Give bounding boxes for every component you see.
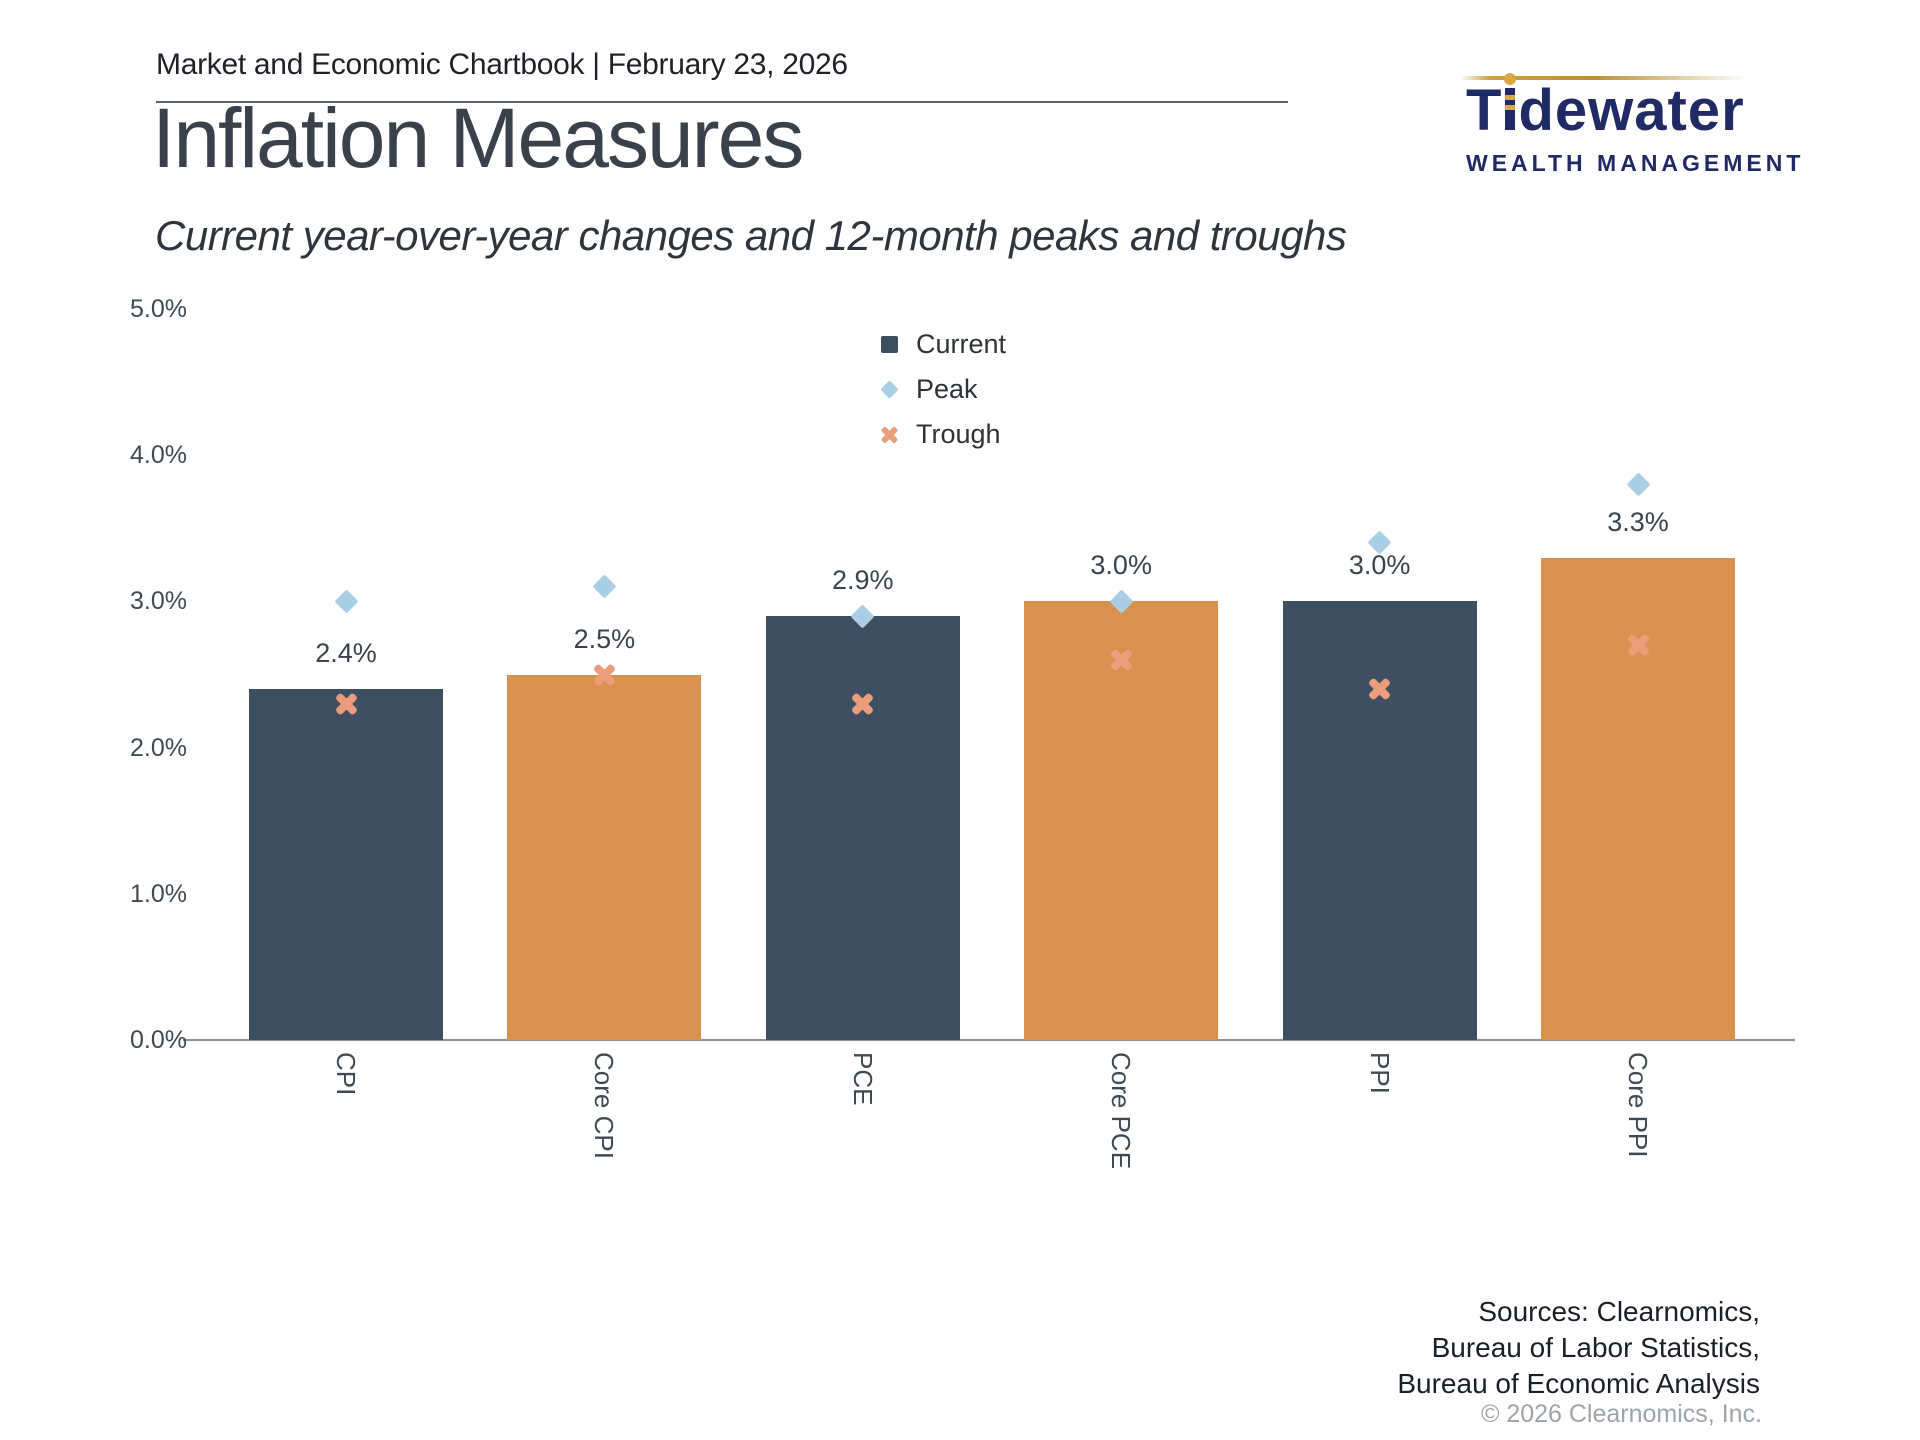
bar-value-label: 2.9% xyxy=(832,565,894,596)
lighthouse-icon xyxy=(1504,73,1517,130)
bar-pce xyxy=(765,616,960,1040)
category-label: CPI xyxy=(331,1052,361,1096)
page-subtitle: Current year-over-year changes and 12-mo… xyxy=(155,212,1347,259)
sources-line-2: Bureau of Labor Statistics, xyxy=(1431,1332,1760,1363)
copyright-text: © 2026 Clearnomics, Inc. xyxy=(1480,1400,1762,1428)
sources-text: Sources: Clearnomics, Bureau of Labor St… xyxy=(1397,1294,1760,1402)
category-label: Core CPI xyxy=(589,1052,620,1159)
peak-marker xyxy=(592,574,617,599)
legend-label-trough: Trough xyxy=(916,419,1001,449)
trough-marker xyxy=(851,692,875,716)
trough-marker xyxy=(1109,648,1133,672)
bar-value-label: 2.4% xyxy=(315,638,377,669)
logo-word-t: T xyxy=(1466,78,1503,143)
legend-label-current: Current xyxy=(916,329,1007,359)
bar-value-label: 3.3% xyxy=(1607,506,1669,537)
trough-marker xyxy=(592,663,616,687)
category-label: Core PCE xyxy=(1106,1052,1137,1170)
bar-core-cpi xyxy=(507,674,702,1040)
header-divider xyxy=(156,101,1288,103)
x-axis-line xyxy=(183,1039,1795,1041)
lighthouse-beam-icon xyxy=(1460,76,1760,80)
chartbook-header: Market and Economic Chartbook | February… xyxy=(156,48,848,81)
y-axis-tick-label: 2.0% xyxy=(130,733,187,762)
trough-marker xyxy=(334,692,358,716)
chart-legend: Current Peak Trough xyxy=(878,322,1006,457)
peak-marker xyxy=(333,589,359,614)
bar-core-ppi xyxy=(1541,557,1735,1040)
legend-row-current: Current xyxy=(878,322,1006,367)
category-label: PCE xyxy=(847,1052,878,1106)
bar-ppi xyxy=(1282,601,1477,1040)
category-label: PPI xyxy=(1364,1052,1395,1094)
bar-cpi xyxy=(249,689,443,1040)
y-axis-tick-label: 3.0% xyxy=(130,587,187,616)
bar-value-label: 3.0% xyxy=(1348,550,1411,581)
y-axis-tick-label: 5.0% xyxy=(130,295,187,323)
peak-marker xyxy=(1625,472,1651,497)
current-square-marker-icon xyxy=(880,336,898,353)
bar-value-label: 3.0% xyxy=(1090,550,1152,581)
logo-word-rest: dewater xyxy=(1518,78,1745,143)
legend-label-peak: Peak xyxy=(916,374,978,404)
logo-subtitle: WEALTH MANAGEMENT xyxy=(1466,150,1805,176)
legend-row-trough: Trough xyxy=(878,412,1006,457)
bar-value-label: 2.5% xyxy=(573,623,636,654)
legend-row-peak: Peak xyxy=(878,367,1006,412)
y-axis-tick-label: 0.0% xyxy=(130,1026,187,1054)
trough-marker xyxy=(1626,633,1650,657)
sources-line-1: Sources: Clearnomics, xyxy=(1478,1296,1760,1327)
bar-core-pce xyxy=(1024,601,1219,1040)
y-axis-tick-label: 4.0% xyxy=(130,441,187,470)
page-title: Inflation Measures xyxy=(152,91,804,185)
sources-line-3: Bureau of Economic Analysis xyxy=(1397,1368,1760,1399)
category-label: Core PPI xyxy=(1623,1052,1653,1158)
trough-marker xyxy=(1368,677,1392,701)
trough-x-marker-icon xyxy=(880,426,898,444)
y-axis-tick-label: 1.0% xyxy=(130,879,187,908)
peak-diamond-marker-icon xyxy=(879,380,899,399)
